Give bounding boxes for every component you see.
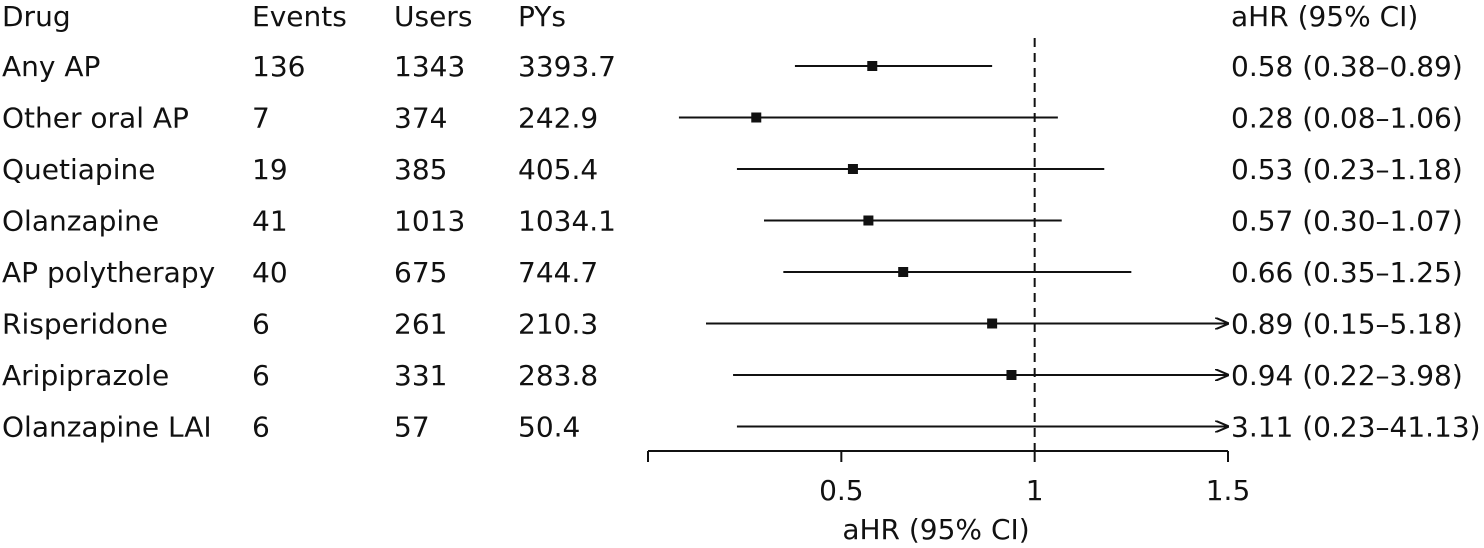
users-cell: 385 (394, 153, 447, 186)
table-row: Aripiprazole 6 331 283.8 0.94 (0.22–3.98) (2, 359, 1463, 392)
ahr-label: 0.89 (0.15–5.18) (1231, 308, 1463, 341)
drug-cell: Quetiapine (2, 153, 155, 186)
users-cell: 675 (394, 256, 447, 289)
drug-cell: Other oral AP (2, 102, 189, 135)
events-cell: 6 (252, 359, 270, 392)
ahr-label: 0.53 (0.23–1.18) (1231, 153, 1463, 186)
table-row: AP polytherapy 40 675 744.7 0.66 (0.35–1.25) (2, 256, 1463, 289)
x-tick-label: 1.5 (1206, 474, 1251, 507)
point-estimate (898, 267, 909, 277)
users-cell: 57 (394, 411, 430, 444)
pys-cell: 283.8 (518, 359, 598, 392)
point-estimate (987, 318, 998, 329)
drug-cell: Olanzapine (2, 205, 159, 238)
drug-cell: Risperidone (2, 308, 168, 341)
pys-cell: 744.7 (518, 256, 598, 289)
drug-cell: Olanzapine LAI (2, 411, 212, 444)
events-cell: 6 (252, 308, 270, 341)
users-cell: 374 (394, 102, 447, 135)
ahr-label: 0.57 (0.30–1.07) (1231, 205, 1463, 238)
point-estimate (847, 164, 858, 174)
events-cell: 136 (252, 50, 305, 83)
pys-cell: 242.9 (518, 102, 598, 135)
users-cell: 1013 (394, 205, 465, 238)
drug-cell: Aripiprazole (2, 359, 169, 392)
drug-cell: AP polytherapy (2, 256, 215, 289)
table-row: Other oral AP 7 374 242.9 0.28 (0.08–1.06) (2, 102, 1463, 135)
point-estimate (751, 112, 762, 123)
users-cell: 261 (394, 308, 447, 341)
events-cell: 41 (252, 205, 288, 238)
ahr-label: 0.28 (0.08–1.06) (1231, 102, 1463, 135)
ahr-label: 0.66 (0.35–1.25) (1231, 256, 1463, 289)
rows-layer: Any AP 136 1343 3393.7 0.58 (0.38–0.89) Other… (2, 50, 1481, 444)
pys-cell: 50.4 (518, 411, 580, 444)
pys-cell: 1034.1 (518, 205, 616, 238)
header-events: Events (252, 0, 347, 33)
table-row: Olanzapine LAI 6 57 50.4 3.11 (0.23–41.13) (2, 411, 1481, 444)
ahr-label: 0.94 (0.22–3.98) (1231, 359, 1463, 392)
table-row: Olanzapine 41 1013 1034.1 0.57 (0.30–1.07) (2, 205, 1463, 238)
users-cell: 331 (394, 359, 447, 392)
drug-cell: Any AP (2, 50, 100, 83)
x-tick-label: 0.5 (819, 474, 864, 507)
table-row: Any AP 136 1343 3393.7 0.58 (0.38–0.89) (2, 50, 1463, 83)
users-cell: 1343 (394, 50, 465, 83)
ahr-label: 0.58 (0.38–0.89) (1231, 50, 1463, 83)
header-pys: PYs (518, 0, 566, 33)
point-estimate (867, 61, 878, 71)
header-drug: Drug (2, 0, 71, 33)
point-estimate (863, 215, 874, 226)
x-tick-label: 1 (1026, 474, 1044, 507)
events-cell: 19 (252, 153, 288, 186)
events-cell: 7 (252, 102, 270, 135)
x-axis-label: aHR (95% CI) (842, 513, 1029, 546)
events-cell: 40 (252, 256, 288, 289)
table-row: Risperidone 6 261 210.3 0.89 (0.15–5.18) (2, 308, 1463, 341)
point-estimate (1006, 370, 1017, 380)
x-axis-ticks: 0.5 1 1.5 (647, 451, 1251, 507)
header-ahr: aHR (95% CI) (1231, 0, 1418, 33)
ahr-label: 3.11 (0.23–41.13) (1231, 411, 1481, 444)
events-cell: 6 (252, 411, 270, 444)
pys-cell: 405.4 (518, 153, 598, 186)
header-users: Users (394, 0, 472, 33)
pys-cell: 210.3 (518, 308, 598, 341)
table-row: Quetiapine 19 385 405.4 0.53 (0.23–1.18) (2, 153, 1463, 186)
pys-cell: 3393.7 (518, 50, 616, 83)
